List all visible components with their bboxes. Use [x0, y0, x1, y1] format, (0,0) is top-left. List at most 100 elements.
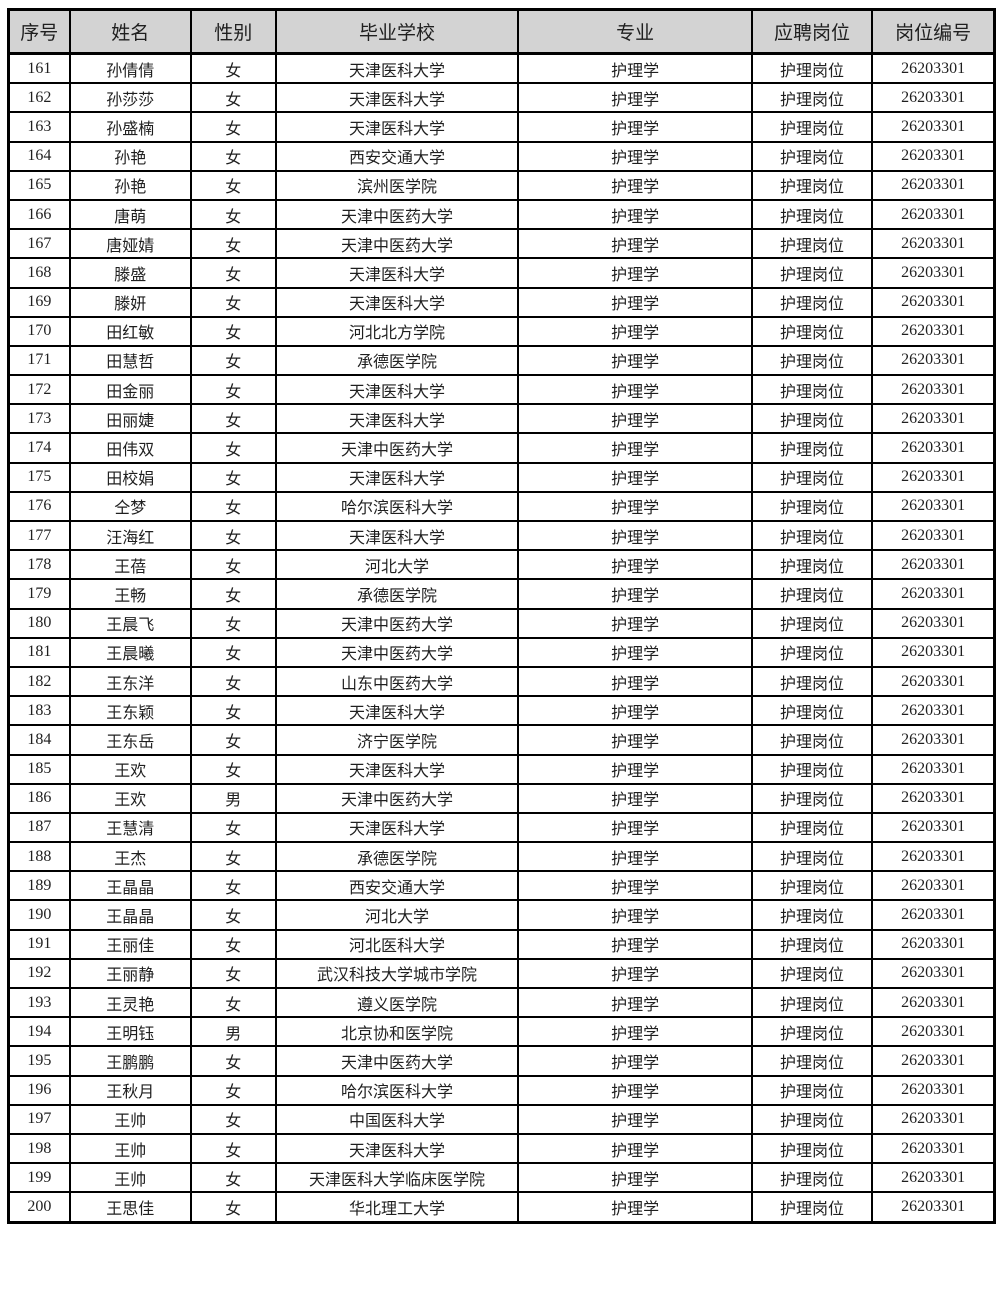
cell-school: 中国医科大学: [274, 1103, 520, 1135]
cell-major: 护理学: [517, 257, 753, 289]
table-row: 170 田红敏 女 河北北方学院 护理学 护理岗位 26203301: [7, 315, 996, 347]
cell-index: 189: [7, 870, 71, 902]
cell-index: 193: [7, 986, 71, 1019]
cell-index: 184: [7, 724, 71, 756]
cell-school: 西安交通大学: [274, 140, 520, 172]
cell-position: 护理岗位: [750, 1016, 874, 1048]
cell-position: 护理岗位: [750, 841, 874, 873]
cell-position: 护理岗位: [750, 607, 874, 639]
cell-position: 护理岗位: [750, 461, 874, 493]
cell-gender: 女: [189, 665, 277, 698]
cell-major: 护理学: [517, 724, 753, 756]
cell-major: 护理学: [517, 578, 753, 610]
cell-position: 护理岗位: [750, 899, 874, 931]
cell-gender: 女: [189, 695, 277, 727]
cell-position: 护理岗位: [750, 344, 874, 377]
cell-position-code: 26203301: [871, 1074, 996, 1106]
cell-major: 护理学: [517, 665, 753, 698]
table-row: 189 王晶晶 女 西安交通大学 护理学 护理岗位 26203301: [7, 870, 996, 902]
cell-index: 183: [7, 695, 71, 727]
cell-name: 田丽婕: [68, 403, 192, 435]
cell-school: 天津医科大学: [274, 1132, 520, 1165]
cell-major: 护理学: [517, 490, 753, 523]
cell-position: 护理岗位: [750, 928, 874, 960]
cell-name: 王欢: [68, 753, 192, 785]
cell-school: 天津中医药大学: [274, 636, 520, 668]
table-row: 185 王欢 女 天津医科大学 护理学 护理岗位 26203301: [7, 753, 996, 785]
cell-name: 王明钰: [68, 1016, 192, 1048]
cell-index: 171: [7, 344, 71, 377]
cell-position-code: 26203301: [871, 1132, 996, 1165]
cell-position-code: 26203301: [871, 782, 996, 814]
table-row: 190 王晶晶 女 河北大学 护理学 护理岗位 26203301: [7, 899, 996, 931]
cell-position-code: 26203301: [871, 286, 996, 318]
table-row: 162 孙莎莎 女 天津医科大学 护理学 护理岗位 26203301: [7, 82, 996, 114]
cell-major: 护理学: [517, 986, 753, 1019]
cell-gender: 女: [189, 82, 277, 114]
cell-position-code: 26203301: [871, 169, 996, 201]
cell-index: 182: [7, 665, 71, 698]
cell-name: 王东洋: [68, 665, 192, 698]
cell-index: 161: [7, 52, 71, 85]
cell-major: 护理学: [517, 870, 753, 902]
cell-gender: 女: [189, 1074, 277, 1106]
cell-index: 187: [7, 811, 71, 844]
header-index: 序号: [7, 8, 71, 55]
cell-position-code: 26203301: [871, 607, 996, 639]
cell-name: 王晨飞: [68, 607, 192, 639]
cell-gender: 女: [189, 1103, 277, 1135]
cell-position-code: 26203301: [871, 1016, 996, 1048]
cell-school: 西安交通大学: [274, 870, 520, 902]
cell-position-code: 26203301: [871, 228, 996, 260]
cell-gender: 女: [189, 228, 277, 260]
cell-gender: 女: [189, 169, 277, 201]
cell-major: 护理学: [517, 1045, 753, 1077]
cell-gender: 女: [189, 607, 277, 639]
cell-gender: 女: [189, 724, 277, 756]
table-row: 177 汪海红 女 天津医科大学 护理学 护理岗位 26203301: [7, 519, 996, 552]
cell-index: 198: [7, 1132, 71, 1165]
cell-position: 护理岗位: [750, 1132, 874, 1165]
cell-major: 护理学: [517, 461, 753, 493]
cell-name: 王欢: [68, 782, 192, 814]
cell-index: 166: [7, 198, 71, 231]
cell-gender: 女: [189, 286, 277, 318]
cell-gender: 女: [189, 811, 277, 844]
cell-index: 192: [7, 957, 71, 990]
cell-position: 护理岗位: [750, 578, 874, 610]
cell-position-code: 26203301: [871, 724, 996, 756]
cell-index: 177: [7, 519, 71, 552]
cell-major: 护理学: [517, 432, 753, 464]
cell-major: 护理学: [517, 374, 753, 406]
cell-school: 哈尔滨医科大学: [274, 490, 520, 523]
cell-major: 护理学: [517, 1162, 753, 1194]
cell-major: 护理学: [517, 753, 753, 785]
cell-position: 护理岗位: [750, 52, 874, 85]
table-row: 169 滕妍 女 天津医科大学 护理学 护理岗位 26203301: [7, 286, 996, 318]
cell-gender: 女: [189, 957, 277, 990]
cell-school: 天津医科大学临床医学院: [274, 1162, 520, 1194]
cell-gender: 女: [189, 140, 277, 172]
cell-name: 孙艳: [68, 169, 192, 201]
cell-major: 护理学: [517, 957, 753, 990]
cell-school: 济宁医学院: [274, 724, 520, 756]
cell-index: 196: [7, 1074, 71, 1106]
cell-school: 天津医科大学: [274, 695, 520, 727]
table-row: 191 王丽佳 女 河北医科大学 护理学 护理岗位 26203301: [7, 928, 996, 960]
cell-index: 162: [7, 82, 71, 114]
cell-position-code: 26203301: [871, 198, 996, 231]
cell-school: 滨州医学院: [274, 169, 520, 201]
cell-name: 唐娅婧: [68, 228, 192, 260]
cell-name: 王晨曦: [68, 636, 192, 668]
cell-name: 王杰: [68, 841, 192, 873]
cell-name: 王思佳: [68, 1191, 192, 1223]
table-row: 171 田慧哲 女 承德医学院 护理学 护理岗位 26203301: [7, 344, 996, 377]
cell-position: 护理岗位: [750, 724, 874, 756]
cell-index: 163: [7, 111, 71, 143]
cell-position: 护理岗位: [750, 636, 874, 668]
cell-name: 仝梦: [68, 490, 192, 523]
cell-major: 护理学: [517, 1132, 753, 1165]
table-row: 200 王思佳 女 华北理工大学 护理学 护理岗位 26203301: [7, 1191, 996, 1223]
cell-position: 护理岗位: [750, 403, 874, 435]
cell-major: 护理学: [517, 695, 753, 727]
